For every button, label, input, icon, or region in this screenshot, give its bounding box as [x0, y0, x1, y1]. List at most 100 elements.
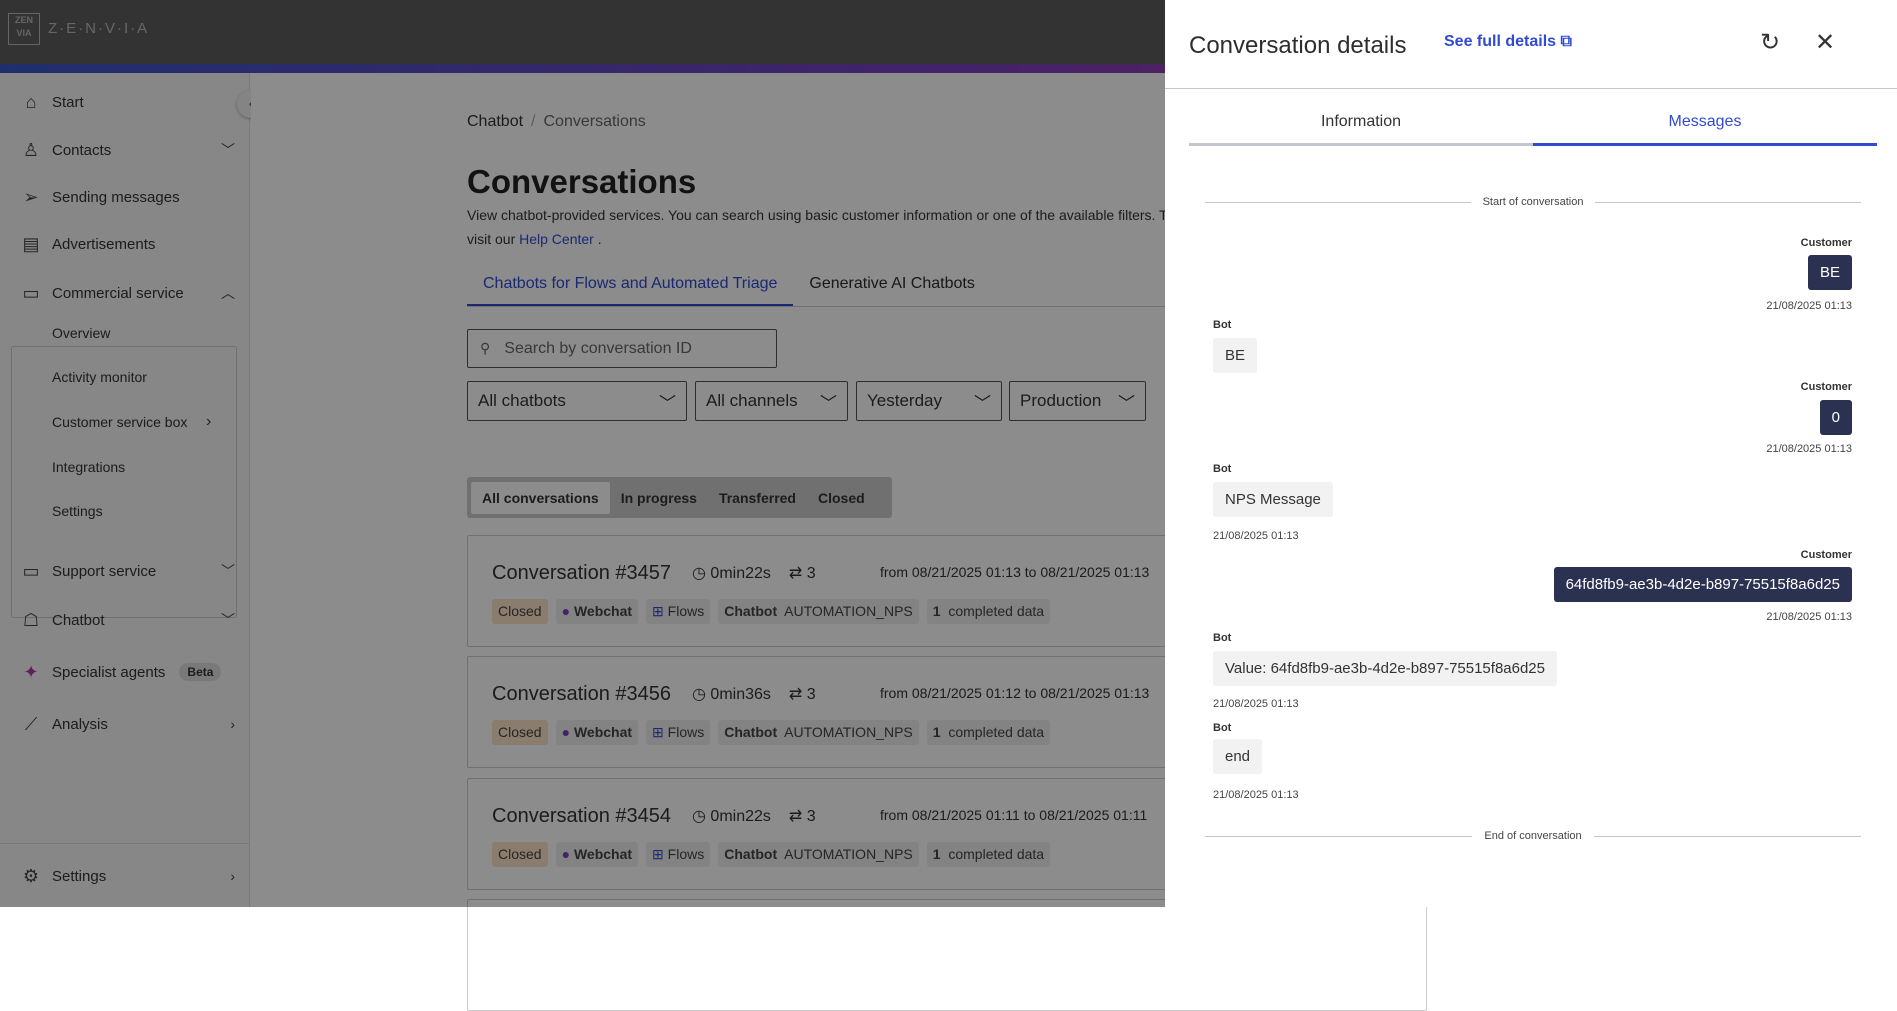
tab-generative-ai[interactable]: Generative AI Chatbots	[809, 275, 975, 292]
status-transferred[interactable]: Transferred	[718, 489, 796, 506]
search-input[interactable]: ⚲ Search by conversation ID	[467, 329, 777, 368]
refresh-icon: ↻	[1760, 29, 1781, 56]
bot-message: end	[1213, 739, 1263, 774]
conversation-meta: ◷ 0min36s ⇄ 3	[692, 684, 816, 704]
conversation-dates: from 08/21/2025 01:13 to 08/21/2025 01:1…	[880, 564, 1150, 580]
sidebar-item-start[interactable]: ⌂ Start	[20, 91, 235, 113]
label: Sending messages	[52, 188, 180, 206]
chatbot-value: AUTOMATION_NPS	[784, 846, 913, 862]
status-badge: Closed	[492, 842, 548, 867]
label: Commercial service	[52, 284, 184, 302]
modal-backdrop[interactable]	[0, 0, 1165, 907]
customer-message: BE	[1807, 255, 1852, 290]
tab-messages[interactable]: Messages	[1533, 113, 1877, 146]
close-button[interactable]: ✕	[1815, 28, 1835, 57]
conversation-tags: Closed ● Webchat ⊞ Flows Chatbot AUTOMAT…	[492, 842, 1051, 867]
sidebar-item-chatbot[interactable]: ☖ Chatbot ﹀	[20, 609, 235, 631]
sidebar-sub-settings[interactable]: Settings	[52, 503, 103, 519]
conversation-card[interactable]	[467, 899, 1427, 1011]
status-all[interactable]: All conversations	[471, 481, 610, 514]
description-text: View chatbot-provided services. You can …	[467, 207, 1168, 223]
chevron-down-icon: ﹀	[974, 393, 991, 413]
chatbot-value: AUTOMATION_NPS	[784, 724, 913, 740]
message-time: 21/08/2025 01:13	[1766, 300, 1852, 312]
divider	[1165, 88, 1897, 89]
description-text: visit our	[467, 231, 520, 247]
webchat-icon: ●	[561, 603, 571, 619]
message-time: 21/08/2025 01:13	[1766, 611, 1852, 623]
data-label: completed data	[948, 603, 1045, 619]
breadcrumb: Chatbot / Conversations	[467, 113, 646, 130]
label: Specialist agents	[52, 663, 166, 681]
status-badge: Closed	[492, 599, 548, 624]
chatbot-tag: Chatbot AUTOMATION_NPS	[718, 842, 919, 867]
sidebar-item-commercial-service[interactable]: ▭ Commercial service ︿	[20, 282, 235, 304]
conversation-details-panel: Conversation details See full details ⧉ …	[1165, 0, 1897, 907]
breadcrumb-chatbot[interactable]: Chatbot	[467, 113, 524, 130]
chevron-down-icon: ﹀	[221, 142, 235, 158]
select-value: Yesterday	[867, 391, 942, 410]
flows-icon: ⊞	[652, 603, 664, 619]
gradient-stripe	[0, 64, 1897, 73]
label: Advertisements	[52, 235, 156, 253]
sidebar-sub-overview[interactable]: Overview	[52, 325, 111, 341]
see-full-details-link[interactable]: See full details ⧉	[1444, 33, 1572, 51]
environment-select[interactable]: Production ﹀	[1009, 381, 1146, 421]
chevron-up-icon: ︿	[221, 285, 235, 301]
help-center-link[interactable]: Help Center	[519, 231, 594, 247]
date-select[interactable]: Yesterday ﹀	[856, 381, 1002, 421]
sidebar-item-advertisements[interactable]: ▤ Advertisements	[20, 233, 235, 255]
status-closed[interactable]: Closed	[818, 489, 865, 506]
tab-information[interactable]: Information	[1189, 113, 1533, 146]
sidebar-item-contacts[interactable]: ♙ Contacts ﹀	[20, 139, 235, 161]
duration: ◷ 0min22s	[692, 563, 771, 583]
clock-icon: ◷	[692, 686, 706, 703]
sidebar-item-settings[interactable]: ⚙ Settings ›	[20, 865, 235, 887]
link-text: See full details	[1444, 33, 1557, 50]
sender-label: Bot	[1213, 722, 1232, 734]
label: Start	[52, 93, 84, 111]
duration-value: 0min22s	[710, 565, 771, 582]
sidebar-sub-integrations[interactable]: Integrations	[52, 459, 126, 475]
brand-name: Z·E·N·V·I·A	[48, 20, 150, 37]
sidebar-sub-customer-service-box[interactable]: Customer service box	[52, 414, 188, 430]
sidebar-sub-activity-monitor[interactable]: Activity monitor	[52, 369, 147, 385]
sender-label: Customer	[1800, 381, 1852, 393]
chevron-right-icon: ›	[206, 413, 212, 430]
search-icon: ⚲	[480, 340, 491, 356]
bot-message: BE	[1213, 338, 1258, 373]
conversation-meta: ◷ 0min22s ⇄ 3	[692, 563, 816, 583]
sidebar-item-support-service[interactable]: ▭ Support service ﹀	[20, 560, 235, 582]
close-icon: ✕	[1815, 29, 1836, 56]
sidebar-item-specialist-agents[interactable]: ✦ Specialist agents Beta	[20, 661, 235, 683]
transfers-value: 3	[806, 686, 816, 703]
tab-flows-triage[interactable]: Chatbots for Flows and Automated Triage	[467, 271, 794, 306]
type-tag: ⊞ Flows	[646, 599, 711, 624]
duration: ◷ 0min22s	[692, 806, 771, 826]
transfers-value: 3	[806, 565, 816, 582]
customer-message: 0	[1819, 400, 1852, 435]
sparkle-icon: ✦	[23, 661, 39, 682]
panel-title: Conversation details	[1189, 32, 1407, 59]
sender-label: Customer	[1800, 237, 1852, 249]
type-value: Flows	[667, 846, 705, 862]
type-tag: ⊞ Flows	[646, 720, 711, 745]
beta-badge: Beta	[179, 663, 222, 681]
select-value: All chatbots	[478, 391, 566, 410]
status-in-progress[interactable]: In progress	[620, 489, 697, 506]
flows-icon: ⊞	[652, 846, 664, 862]
select-value: Production	[1020, 391, 1102, 410]
sidebar-item-analysis[interactable]: ⟋ Analysis ›	[20, 713, 235, 735]
page-title: Conversations	[467, 163, 697, 200]
customer-message: 64fd8fb9-ae3b-4d2e-b897-75515f8a6d25	[1553, 567, 1852, 602]
duration-value: 0min36s	[710, 686, 771, 703]
channel-select[interactable]: All channels ﹀	[695, 381, 848, 421]
type-value: Flows	[667, 724, 705, 740]
message-time: 21/08/2025 01:13	[1213, 530, 1299, 542]
chatbot-select[interactable]: All chatbots ﹀	[467, 381, 687, 421]
completed-data-tag: 1 completed data	[926, 720, 1051, 745]
sidebar-item-sending-messages[interactable]: ➢ Sending messages	[20, 186, 235, 208]
chevron-down-icon: ﹀	[1118, 393, 1135, 413]
label: Support service	[52, 562, 157, 580]
refresh-button[interactable]: ↻	[1760, 28, 1780, 57]
